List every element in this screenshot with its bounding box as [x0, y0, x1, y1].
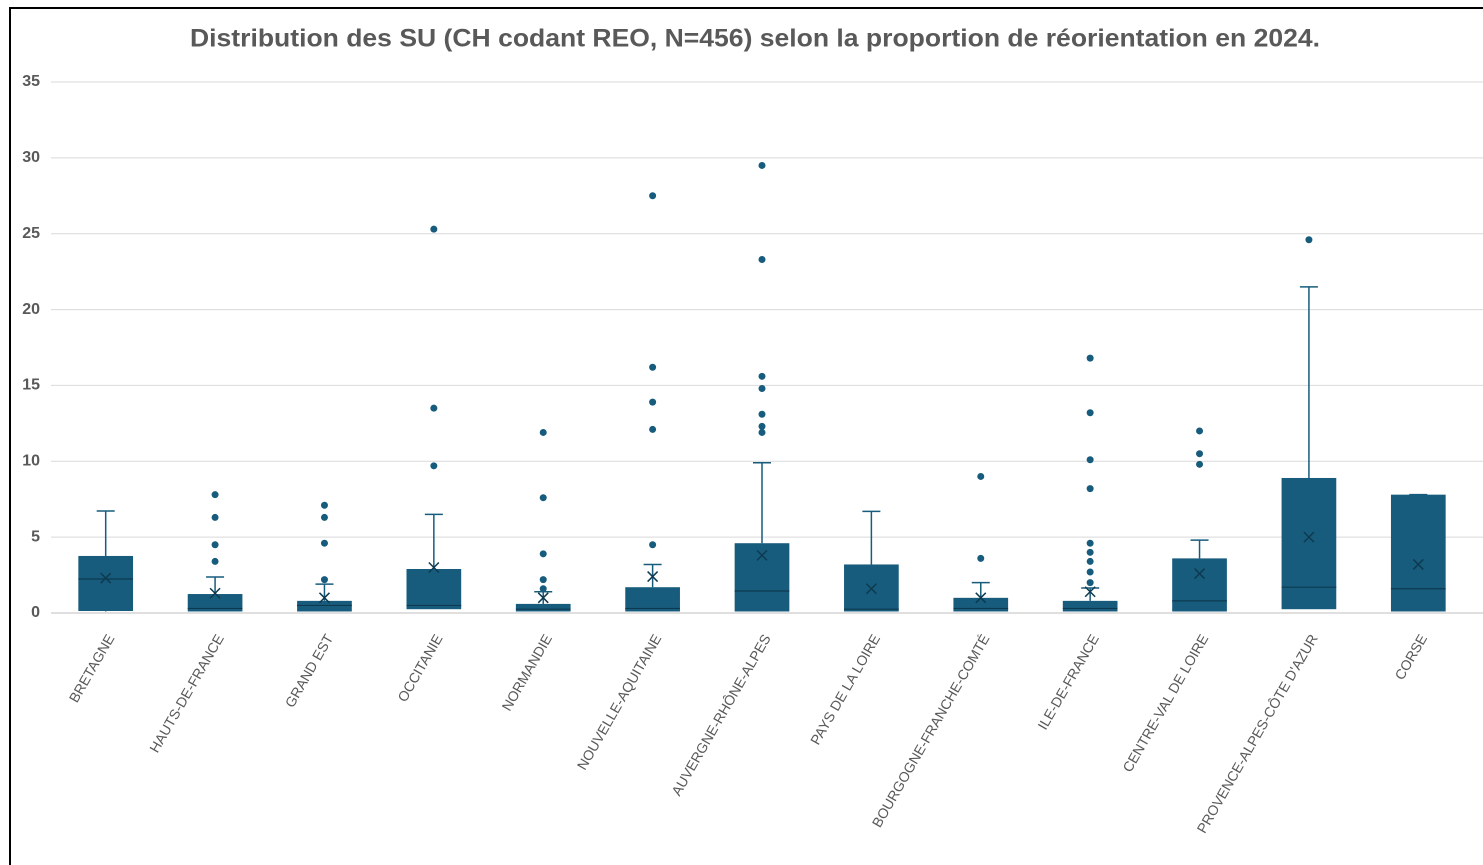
outlier [539, 494, 547, 502]
mean-marker [537, 592, 549, 604]
outlier [977, 472, 985, 480]
box [1062, 600, 1118, 612]
outlier [649, 192, 657, 200]
mean-marker [1303, 531, 1315, 543]
outlier [758, 410, 766, 418]
outlier [1086, 557, 1094, 565]
outlier [1305, 236, 1313, 244]
box [515, 603, 571, 612]
mean-marker [428, 561, 440, 574]
outlier [649, 425, 657, 433]
outlier [539, 585, 547, 593]
outlier [1086, 409, 1094, 417]
y-tick-label: 20 [22, 301, 40, 318]
y-tick-label: 30 [22, 149, 40, 166]
outlier [649, 398, 657, 406]
outlier [1086, 548, 1094, 556]
box [953, 597, 1009, 612]
outlier [320, 576, 328, 584]
y-tick-label: 10 [22, 453, 40, 470]
outlier [1086, 485, 1094, 493]
box [78, 555, 134, 612]
y-tick-label: 5 [31, 528, 40, 545]
mean-marker [1084, 586, 1096, 598]
y-tick-label: 0 [31, 604, 40, 621]
outlier [211, 557, 219, 565]
outlier [539, 428, 547, 436]
outlier [539, 550, 547, 558]
box [1172, 558, 1227, 612]
box [734, 543, 790, 612]
outlier [430, 225, 438, 233]
y-tick-label: 15 [22, 377, 40, 394]
mean-marker [100, 572, 112, 584]
box [625, 587, 680, 612]
outlier [758, 161, 766, 169]
outlier [539, 576, 547, 584]
outlier [1086, 539, 1094, 547]
outlier [430, 462, 438, 470]
outlier [1086, 456, 1094, 464]
outlier [758, 384, 766, 392]
box [187, 594, 243, 612]
mean-marker [756, 549, 768, 561]
outlier [1196, 460, 1204, 468]
box [1390, 494, 1446, 612]
outlier [758, 428, 766, 436]
outlier [649, 541, 657, 549]
outlier [649, 363, 657, 371]
outlier [1196, 427, 1204, 435]
outlier [211, 541, 219, 549]
frame [9, 7, 1483, 865]
y-tick-label: 25 [22, 225, 40, 242]
outlier [1196, 450, 1204, 458]
box [1281, 477, 1337, 610]
outlier [1086, 568, 1094, 576]
mean-marker [647, 571, 659, 583]
mean-marker [1412, 558, 1424, 570]
box [297, 600, 352, 612]
outlier [320, 501, 328, 509]
mean-marker [975, 592, 987, 604]
mean-marker [209, 587, 221, 599]
outlier [320, 539, 328, 547]
mean-marker [1194, 568, 1206, 580]
y-tick-label: 35 [22, 73, 40, 90]
outlier [1086, 354, 1094, 362]
mean-marker [318, 592, 330, 604]
outlier [758, 422, 766, 430]
outlier [320, 513, 328, 521]
outlier [1086, 579, 1094, 587]
outlier [977, 554, 985, 562]
outlier [758, 256, 766, 264]
outlier [758, 372, 766, 380]
mean-marker [865, 583, 877, 595]
outlier [211, 513, 219, 521]
chart-title: Distribution des SU (CH codant REO, N=45… [190, 25, 1320, 53]
box [406, 569, 462, 610]
outlier [430, 404, 438, 412]
outlier [211, 491, 219, 499]
